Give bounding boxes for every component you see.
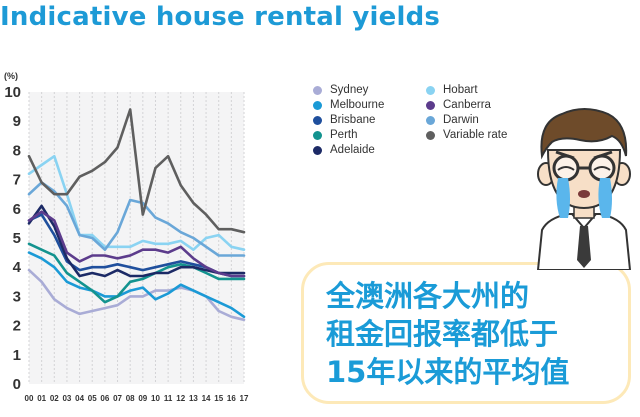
x-tick-label: 01 (37, 394, 46, 403)
y-tick-label: 1 (13, 347, 21, 364)
x-tick-label: 04 (75, 394, 84, 403)
legend-swatch (313, 85, 322, 95)
legend-label: Perth (330, 129, 358, 141)
legend: Sydney Melbourne Brisbane Perth Adelaide Hoba… (313, 83, 553, 163)
crying-man-illustration (536, 108, 632, 270)
legend-label: Variable rate (443, 129, 508, 141)
legend-swatch (313, 145, 322, 155)
series-line-sydney (27, 268, 246, 322)
legend-item-sydney: Sydney (313, 83, 368, 97)
y-tick-label: 4 (13, 259, 22, 276)
x-tick-label: 06 (100, 394, 109, 403)
callout-box: 全澳洲各大州的 租金回报率都低于 15年以来的平均值 (301, 262, 631, 404)
legend-item-hobart: Hobart (426, 83, 478, 97)
legend-item-canberra: Canberra (426, 98, 491, 112)
legend-label: Adelaide (330, 144, 375, 156)
legend-label: Darwin (443, 114, 479, 126)
legend-swatch (426, 115, 435, 125)
y-tick-label: 10 (4, 84, 21, 101)
series-line-variable-rate (27, 108, 246, 234)
x-tick-label: 12 (176, 394, 185, 403)
x-tick-label: 13 (189, 394, 198, 403)
legend-label: Sydney (330, 84, 369, 96)
x-tick-label: 11 (164, 394, 173, 403)
x-tick-label: 09 (138, 394, 147, 403)
x-tick-label: 14 (202, 394, 211, 403)
y-tick-label: 2 (13, 318, 21, 335)
x-tick-label: 08 (126, 394, 135, 403)
x-tick-label: 03 (62, 394, 71, 403)
y-tick-label: 3 (13, 288, 21, 305)
y-tick-label: 8 (13, 142, 21, 159)
series-line-hobart (27, 154, 246, 251)
x-tick-label: 05 (88, 394, 97, 403)
y-axis-unit-label: (%) (4, 71, 18, 81)
legend-item-variable-rate: Variable rate (426, 128, 507, 142)
x-tick-label: 00 (25, 394, 34, 403)
legend-label: Canberra (443, 99, 491, 111)
x-tick-label: 07 (113, 394, 122, 403)
callout-line-1: 全澳洲各大州的 (326, 279, 530, 313)
legend-swatch (313, 100, 322, 110)
y-tick-label: 6 (13, 201, 21, 218)
series-line-perth (27, 242, 246, 304)
chart-title: Indicative house rental yields (0, 2, 441, 32)
legend-swatch (426, 100, 435, 110)
legend-swatch (426, 130, 435, 140)
series-line-darwin (27, 181, 246, 257)
y-tick-label: 5 (13, 230, 21, 247)
legend-item-melbourne: Melbourne (313, 98, 384, 112)
series-line-adelaide (27, 204, 246, 278)
series-line-melbourne (27, 251, 246, 319)
series-line-canberra (27, 210, 246, 278)
legend-item-darwin: Darwin (426, 113, 479, 127)
callout-text: 全澳洲各大州的 租金回报率都低于 15年以来的平均值 (326, 277, 626, 391)
legend-swatch (426, 85, 435, 95)
x-tick-label: 16 (227, 394, 236, 403)
legend-label: Hobart (443, 84, 478, 96)
legend-swatch (313, 115, 322, 125)
y-tick-label: 7 (13, 172, 21, 189)
legend-item-brisbane: Brisbane (313, 113, 375, 127)
legend-item-perth: Perth (313, 128, 358, 142)
legend-item-adelaide: Adelaide (313, 143, 375, 157)
y-tick-label: 0 (13, 376, 21, 393)
legend-swatch (313, 130, 322, 140)
callout-line-2: 租金回报率都低于 (326, 317, 559, 351)
x-tick-label: 17 (240, 394, 249, 403)
x-tick-label: 15 (214, 394, 223, 403)
legend-label: Brisbane (330, 114, 376, 126)
y-tick-label: 9 (13, 113, 21, 130)
legend-label: Melbourne (330, 99, 385, 111)
x-tick-label: 10 (151, 394, 160, 403)
callout-line-3: 15年以来的平均值 (326, 355, 570, 389)
x-tick-label: 02 (50, 394, 59, 403)
